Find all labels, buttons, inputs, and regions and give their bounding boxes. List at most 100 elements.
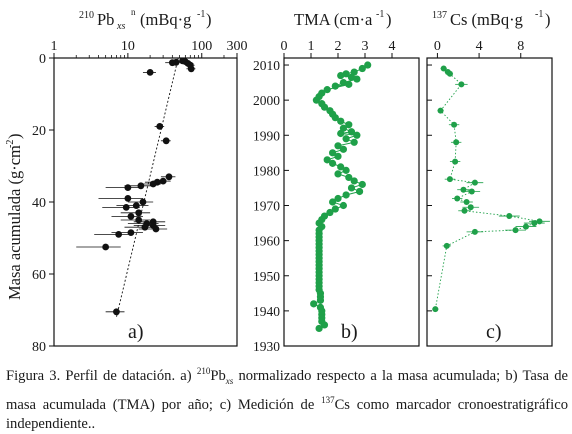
data-point <box>463 199 470 205</box>
data-point <box>339 145 347 153</box>
panel-b-title-main: TMA (cm·a <box>294 10 373 29</box>
y-tick-label-a: 20 <box>32 124 46 139</box>
data-point <box>461 207 468 214</box>
data-point <box>512 227 519 234</box>
x-tick-label-b: 2 <box>335 39 342 54</box>
panel-a-title-main: Pb <box>97 10 114 29</box>
panel-a-title-unit-end: ) <box>206 10 212 29</box>
data-point <box>113 308 120 316</box>
data-point <box>446 70 453 77</box>
data-point <box>124 184 132 192</box>
data-point <box>337 163 345 171</box>
data-point <box>337 129 345 138</box>
panel-c-frame <box>426 57 553 347</box>
panel-a-title-sup: n <box>131 7 136 17</box>
data-point <box>156 123 164 130</box>
y-tick-label-b: 1960 <box>253 234 280 249</box>
panel-c-label: c) <box>486 321 502 343</box>
data-point <box>458 81 465 88</box>
data-point <box>522 223 529 230</box>
caption-part3: Cs como marcador cronoestratigráfico ind… <box>6 396 572 432</box>
data-point <box>443 242 450 249</box>
data-point <box>437 107 444 114</box>
y-tick-label-b: 1950 <box>253 269 280 284</box>
data-point <box>531 220 538 227</box>
y-tick-label-b: 1990 <box>253 128 280 143</box>
data-point <box>135 216 143 224</box>
data-point <box>152 225 160 233</box>
data-point <box>342 135 350 143</box>
data-point <box>334 170 342 178</box>
data-point <box>350 138 358 146</box>
data-point <box>132 202 140 210</box>
y-tick-label-b: 1930 <box>253 339 280 354</box>
data-point <box>468 188 475 195</box>
data-point <box>440 65 447 72</box>
data-point <box>453 139 460 146</box>
data-point <box>350 177 358 185</box>
figure-caption: Figura 3. Perfil de datación. a) 210Pbxs… <box>6 362 568 434</box>
data-point <box>329 149 337 157</box>
x-tick-label-c: 8 <box>517 39 524 54</box>
data-point <box>141 223 149 231</box>
data-point <box>323 86 331 94</box>
data-point <box>345 121 353 129</box>
data-point <box>331 82 339 90</box>
caption-sub-xs: xs <box>225 375 234 386</box>
panel-c-title-main: Cs (mBq·g <box>450 10 523 29</box>
caption-fig-label: Figura 3. Perfil de datación. a) <box>6 367 197 384</box>
y-tick-label-a: 0 <box>39 52 46 67</box>
x-tick-label-a: 100 <box>191 39 212 54</box>
data-point <box>506 213 513 220</box>
x-tick-label-c: 0 <box>434 39 441 54</box>
data-point <box>342 70 350 78</box>
data-point <box>339 78 347 87</box>
data-point <box>315 324 323 333</box>
panel-c-title-prefix: 137 <box>432 10 447 21</box>
data-point <box>326 208 334 217</box>
data-point <box>353 75 361 83</box>
panel-a-title-unit-sup: -1 <box>197 9 205 20</box>
caption-sup-210: 210 <box>196 366 211 376</box>
y-tick-label-a: 40 <box>32 196 46 211</box>
data-point <box>165 173 173 181</box>
data-point <box>342 166 350 174</box>
data-point <box>446 176 453 183</box>
panel-a-label: a) <box>128 321 144 343</box>
data-point <box>454 195 461 202</box>
y-tick-label-b: 1970 <box>253 199 280 214</box>
data-point <box>102 243 110 251</box>
data-point <box>358 180 366 189</box>
y-axis-label-sup: -2 <box>5 140 16 148</box>
data-point <box>320 321 329 329</box>
data-point <box>162 137 170 145</box>
x-tick-label-c: 4 <box>476 39 483 54</box>
panel-a-title-prefix: 210 <box>79 10 94 21</box>
data-point <box>345 80 353 88</box>
cs-line <box>434 68 540 310</box>
data-point <box>139 198 147 206</box>
data-point <box>149 180 157 188</box>
panel-c-title-sup: -1 <box>535 9 543 20</box>
data-point <box>187 65 195 73</box>
data-point <box>329 159 337 167</box>
data-point <box>364 61 372 69</box>
data-point <box>452 158 459 165</box>
panel-b-frame <box>283 57 420 347</box>
fit-line <box>115 57 179 318</box>
y-tick-label-b: 1980 <box>253 163 280 178</box>
data-point <box>168 59 176 67</box>
data-point <box>146 69 154 76</box>
data-point <box>347 73 356 81</box>
panel-a-title-unit: (mBq·g <box>140 10 191 29</box>
panel-b: TMA (cm·a -1 ) 0 1 2 3 4 1930 1940 1950 1960 1970… <box>253 9 420 354</box>
panel-b-title-sup: -1 <box>376 9 384 20</box>
data-point <box>310 300 318 308</box>
x-tick-label-b: 3 <box>362 39 369 54</box>
data-point <box>316 296 325 304</box>
data-point <box>159 177 167 185</box>
x-tick-label-b: 1 <box>308 39 315 54</box>
panel-a: 210 Pb xs n (mBq·g -1 ) Masa acumulada (… <box>5 7 248 355</box>
data-point <box>127 229 135 237</box>
data-point <box>471 228 478 235</box>
